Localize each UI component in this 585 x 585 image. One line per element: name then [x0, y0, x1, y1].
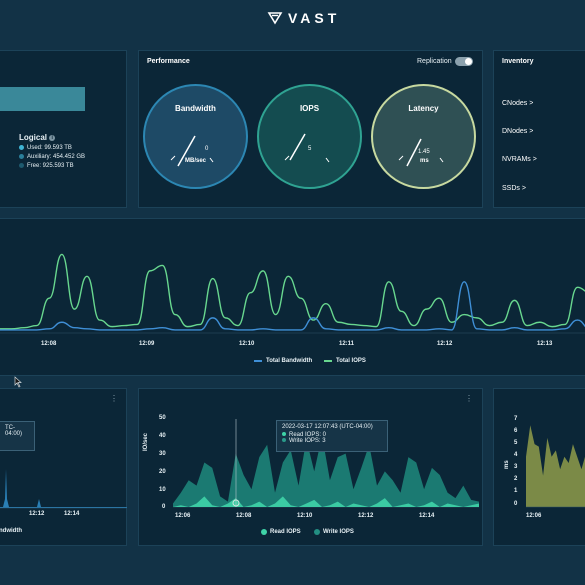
- iops-panel: ⋮ IO/sec 50 40 30 20 10 0 12:06 12:08 12…: [138, 388, 483, 546]
- y-tick: 6: [514, 428, 518, 434]
- area-read-iops: [173, 496, 479, 507]
- inventory-title: Inventory: [502, 58, 534, 65]
- bandwidth-chart: [0, 469, 127, 509]
- gauge-label: IOPS: [299, 104, 320, 113]
- performance-title: Performance: [147, 58, 190, 65]
- legend-total-iops[interactable]: Total IOPS: [324, 358, 366, 364]
- y-tick: 40: [159, 433, 166, 439]
- gauge-value: 0: [205, 146, 209, 152]
- x-tick: 12:13: [537, 341, 553, 347]
- area-write-iops: [173, 435, 479, 507]
- y-tick: 0: [162, 504, 166, 510]
- x-tick: 12:14: [64, 511, 80, 517]
- bandwidth-tooltip: TC-04:00): [0, 421, 35, 451]
- y-tick: 3: [514, 464, 518, 470]
- x-tick: 12:06: [175, 513, 191, 519]
- replication-label: Replication: [417, 58, 452, 65]
- top-bar: VAST: [0, 0, 585, 40]
- legend-auxiliary: Auxiliary: 454.452 GB: [19, 153, 85, 162]
- inventory-cnodes-link[interactable]: CNodes >: [502, 100, 534, 107]
- x-tick: 12:09: [139, 341, 155, 347]
- kebab-menu-icon[interactable]: ⋮: [110, 394, 118, 403]
- x-tick: 12:11: [339, 341, 355, 347]
- legend-write-iops[interactable]: Write IOPS: [314, 529, 354, 535]
- capacity-bar: [0, 87, 85, 111]
- legend-bandwidth[interactable]: ndwidth: [0, 528, 22, 534]
- logical-title: Logical i: [19, 133, 56, 142]
- y-tick: 20: [159, 469, 166, 475]
- hover-point: [232, 499, 240, 507]
- gauge-needle-icon: [170, 135, 214, 167]
- series-line-total-iops: [0, 253, 585, 330]
- inventory-dnodes-link[interactable]: DNodes >: [502, 128, 534, 135]
- x-tick: 12:14: [419, 513, 435, 519]
- info-icon[interactable]: i: [49, 134, 56, 141]
- gauge-latency: Latency 1.45 ms: [371, 84, 476, 189]
- replication-toggle[interactable]: [455, 57, 473, 66]
- gauge-value: 5: [308, 146, 312, 152]
- inventory-ssds-link[interactable]: SSDs >: [502, 185, 526, 192]
- x-tick: 12:08: [41, 341, 57, 347]
- y-tick: 1: [514, 488, 518, 494]
- tooltip-read: Read IOPS: 0: [282, 432, 382, 438]
- y-tick: 4: [514, 452, 518, 458]
- gauge-bandwidth: Bandwidth 0 MB/sec: [143, 84, 248, 189]
- legend-total-bandwidth[interactable]: Total Bandwidth: [254, 358, 312, 364]
- brand-logo[interactable]: VAST: [267, 10, 341, 26]
- series-line-total-bandwidth: [0, 281, 585, 331]
- iops-tooltip: 2022-03-17 12:07:43 (UTC-04:00) Read IOP…: [276, 420, 388, 452]
- area-latency: [526, 425, 585, 507]
- gauge-needle-icon: [398, 138, 444, 167]
- capacity-panel: Logical i Used: 99.593 TB Auxiliary: 454…: [0, 50, 127, 208]
- gauge-value: 1.45: [418, 149, 430, 155]
- y-axis-label: IO/sec: [143, 432, 149, 451]
- mouse-cursor-icon: [14, 376, 22, 388]
- gauge-unit: MB/sec: [185, 158, 207, 164]
- x-tick: 12:06: [526, 513, 542, 519]
- gauge-unit: ms: [420, 158, 429, 164]
- gauge-iops: IOPS 5: [257, 84, 362, 189]
- brand-name: VAST: [288, 10, 341, 26]
- y-axis-label: ms: [504, 460, 510, 469]
- y-tick: 10: [159, 487, 166, 493]
- y-tick: 50: [159, 415, 166, 421]
- tooltip-write: Write IOPS: 3: [282, 438, 382, 444]
- legend-used: Used: 99.593 TB: [19, 144, 85, 153]
- x-tick: 12:08: [236, 513, 252, 519]
- bandwidth-panel: ⋮ TC-04:00) 12:12 12:14 ndwidth: [0, 388, 127, 546]
- gauge-needle-icon: [284, 133, 330, 163]
- gauge-label: Bandwidth: [175, 104, 216, 113]
- x-tick: 12:12: [358, 513, 374, 519]
- gauge-label: Latency: [408, 104, 439, 113]
- legend-free: Free: 925.593 TB: [19, 162, 85, 171]
- y-tick: 5: [514, 440, 518, 446]
- x-tick: 12:12: [29, 511, 45, 517]
- y-tick: 2: [514, 476, 518, 482]
- y-tick: 7: [514, 416, 518, 422]
- iops-chart: [173, 419, 479, 508]
- y-tick: 30: [159, 451, 166, 457]
- kebab-menu-icon[interactable]: ⋮: [465, 394, 473, 403]
- tooltip-title: 2022-03-17 12:07:43 (UTC-04:00): [282, 424, 373, 430]
- x-tick: 12:12: [437, 341, 453, 347]
- x-tick: 12:10: [297, 513, 313, 519]
- y-tick: 0: [514, 501, 518, 507]
- x-tick: 12:10: [239, 341, 255, 347]
- vast-logo-icon: [267, 12, 283, 25]
- inventory-panel: Inventory CNodes > DNodes > NVRAMs > SSD…: [493, 50, 585, 208]
- main-chart: [0, 253, 585, 334]
- capacity-legend: Used: 99.593 TB Auxiliary: 454.452 GB Fr…: [19, 144, 85, 171]
- performance-panel: Performance Replication Bandwidth 0 MB/s…: [138, 50, 483, 208]
- latency-panel: ms 7 6 5 4 3 2 1 0 12:06: [493, 388, 585, 546]
- legend-read-iops[interactable]: Read IOPS: [261, 529, 301, 535]
- latency-chart: [526, 425, 585, 508]
- inventory-nvrams-link[interactable]: NVRAMs >: [502, 156, 537, 163]
- main-chart-panel: 12:08 12:09 12:10 12:11 12:12 12:13 Tota…: [0, 218, 585, 376]
